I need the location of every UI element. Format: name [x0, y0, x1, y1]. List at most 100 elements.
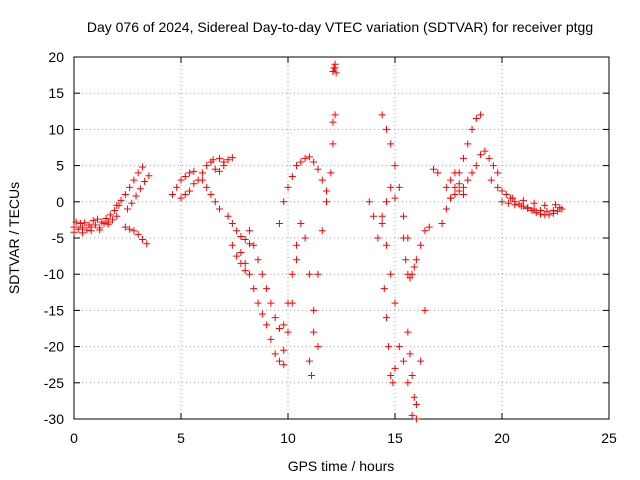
data-point: [451, 169, 459, 177]
y-axis-label: SDTVAR / TECUs: [6, 182, 22, 294]
data-point: [216, 205, 224, 213]
data-point: [310, 328, 318, 336]
data-point: [76, 220, 84, 228]
series-tracks-02-04: [113, 163, 153, 248]
data-point: [314, 270, 322, 278]
data-point: [382, 314, 390, 322]
data-point: [434, 169, 442, 177]
data-point: [487, 176, 495, 184]
data-point: [402, 256, 410, 264]
data-point: [332, 69, 340, 77]
x-tick-label: 10: [280, 430, 296, 446]
data-point: [330, 64, 338, 72]
data-point: [177, 176, 185, 184]
x-tick-label: 25: [601, 430, 617, 446]
data-point: [447, 194, 455, 202]
data-point: [477, 111, 485, 119]
data-point: [498, 198, 506, 206]
data-point: [387, 183, 395, 191]
data-point: [391, 364, 399, 372]
data-point: [186, 187, 194, 195]
x-tick-label: 0: [70, 430, 78, 446]
data-point: [308, 372, 316, 380]
data-point: [284, 328, 292, 336]
data-point: [301, 234, 309, 242]
data-point: [297, 220, 305, 228]
y-tick-label: -15: [44, 302, 64, 318]
data-point: [410, 393, 418, 401]
data-point: [293, 162, 301, 170]
series-tracks-17-20: [438, 111, 502, 228]
data-point: [421, 306, 429, 314]
data-point: [258, 310, 266, 318]
data-point: [250, 285, 258, 293]
data-point: [327, 169, 335, 177]
data-point: [459, 191, 467, 199]
data-point: [89, 217, 97, 225]
series-tracks-08-10: [237, 220, 305, 369]
data-point: [85, 221, 93, 229]
data-point: [275, 220, 283, 228]
data-point: [72, 218, 80, 226]
data-point: [168, 191, 176, 199]
data-point: [459, 154, 467, 162]
data-point: [254, 299, 262, 307]
data-point: [91, 221, 99, 229]
data-point: [117, 196, 125, 204]
data-point: [113, 201, 121, 209]
data-point: [124, 205, 131, 213]
data-point: [489, 162, 497, 170]
data-point: [267, 299, 275, 307]
data-point: [288, 270, 296, 278]
data-point: [459, 183, 467, 191]
x-tick-labels: 0 5 10 15 20 25: [70, 430, 617, 446]
data-point: [280, 361, 288, 369]
series-tracks-10-12: [275, 64, 339, 380]
data-point: [106, 211, 114, 219]
data-point: [400, 357, 408, 365]
data-point: [509, 194, 517, 202]
data-point: [263, 321, 271, 329]
data-point: [468, 125, 476, 133]
chart-title: Day 076 of 2024, Sidereal Day-to-day VTE…: [87, 19, 593, 35]
data-point: [245, 240, 253, 248]
data-point: [275, 357, 283, 365]
data-point: [472, 115, 480, 123]
data-point: [128, 199, 136, 207]
data-point: [412, 401, 420, 409]
data-point: [391, 194, 399, 202]
data-point: [94, 215, 102, 223]
data-point: [517, 202, 525, 210]
data-point: [417, 357, 425, 365]
data-point: [173, 183, 181, 191]
data-point: [228, 154, 236, 162]
data-point: [280, 198, 288, 206]
data-point: [477, 151, 485, 159]
data-point: [132, 192, 140, 200]
data-point: [104, 220, 112, 228]
data-point: [228, 241, 236, 249]
y-tick-label: 15: [48, 85, 64, 101]
data-point: [410, 263, 418, 271]
data-point: [293, 241, 301, 249]
data-point: [408, 411, 416, 419]
data-point: [481, 147, 489, 155]
y-tick-label: -10: [44, 266, 64, 282]
data-point: [228, 220, 236, 228]
x-tick-label: 15: [387, 430, 403, 446]
data-point: [498, 187, 506, 195]
data-point: [121, 191, 129, 199]
data-point: [237, 248, 245, 256]
data-point: [537, 206, 545, 214]
data-point: [382, 241, 390, 249]
data-point: [284, 183, 292, 191]
data-point: [79, 229, 87, 237]
data-point: [305, 357, 313, 365]
y-tick-label: -5: [52, 230, 65, 246]
data-point: [113, 212, 121, 220]
data-point: [141, 178, 149, 186]
data-point: [494, 183, 502, 191]
data-point: [329, 118, 337, 126]
data-point: [314, 165, 322, 173]
data-point: [186, 169, 194, 177]
